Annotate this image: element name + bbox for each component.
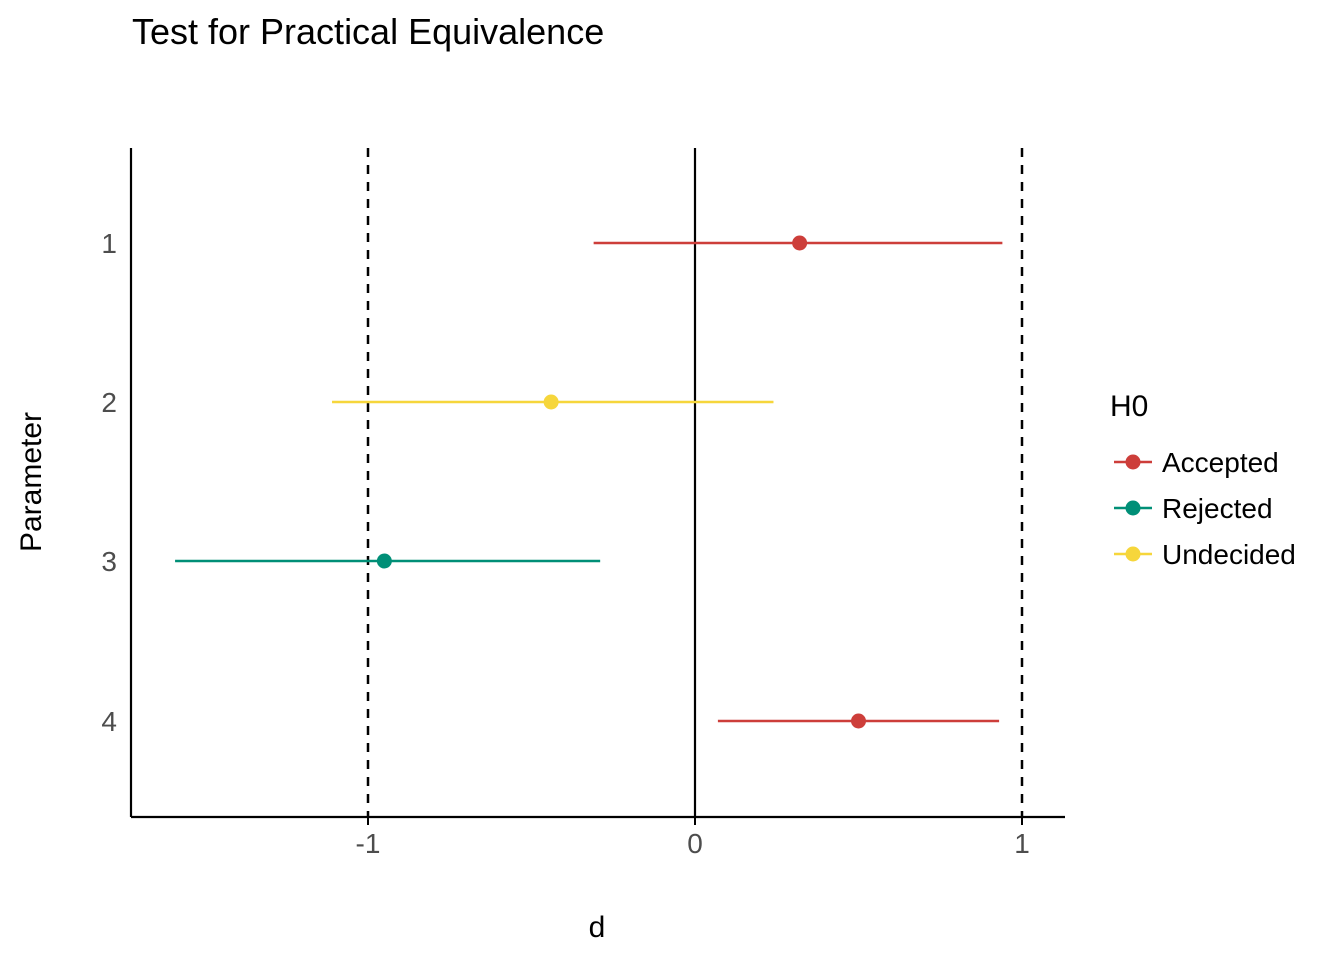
legend-title: H0: [1110, 390, 1148, 423]
y-tick-label: 3: [101, 546, 117, 577]
chart-title: Test for Practical Equivalence: [132, 11, 604, 52]
x-tick-label: 0: [687, 828, 703, 859]
y-tick-label: 4: [101, 706, 117, 737]
x-tick-label: -1: [356, 828, 381, 859]
legend-key-point: [1125, 500, 1141, 516]
estimate-point-parameter-2: [543, 394, 559, 410]
estimate-point-parameter-1: [792, 235, 808, 251]
x-tick-label: 1: [1014, 828, 1030, 859]
x-axis-title: d: [589, 911, 606, 944]
legend-label-rejected: Rejected: [1162, 493, 1273, 524]
y-tick-label: 2: [101, 387, 117, 418]
legend-label-accepted: Accepted: [1162, 447, 1279, 478]
legend: Accepted Rejected Undecided: [1114, 447, 1296, 570]
plot-area: -1 0 1 1 2 3 4: [101, 148, 1065, 859]
y-tick-label: 1: [101, 228, 117, 259]
legend-key-point: [1125, 454, 1141, 470]
y-axis-title: Parameter: [15, 412, 48, 552]
legend-label-undecided: Undecided: [1162, 539, 1296, 570]
estimate-point-parameter-4: [851, 713, 866, 729]
legend-key-point: [1125, 546, 1141, 562]
estimate-point-parameter-3: [376, 553, 392, 569]
